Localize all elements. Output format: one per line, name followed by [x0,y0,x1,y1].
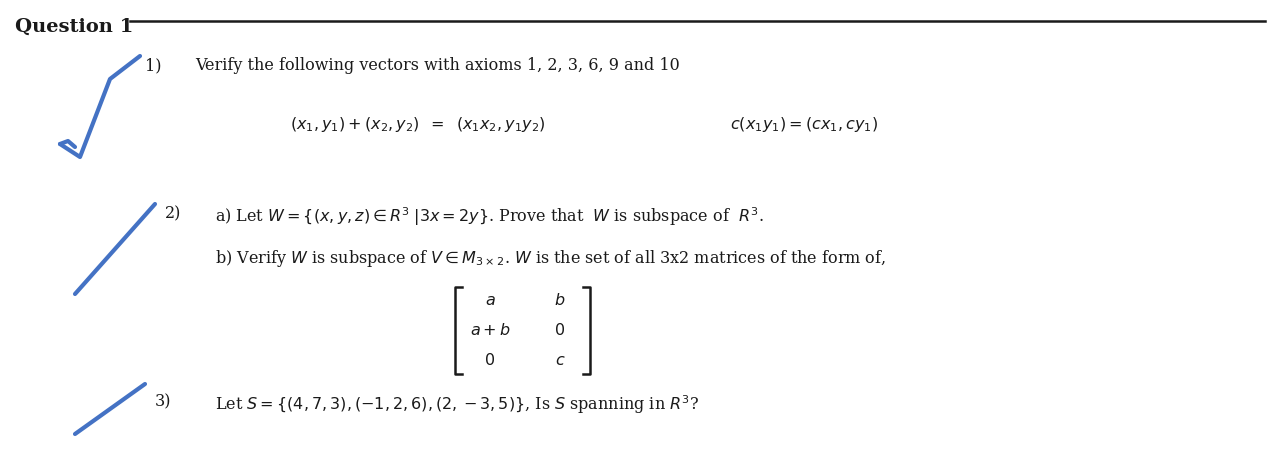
Text: $0$: $0$ [554,321,566,338]
Text: $0$: $0$ [485,351,495,368]
Text: $c(x_1 y_1) = (cx_1, cy_1)$: $c(x_1 y_1) = (cx_1, cy_1)$ [730,115,878,134]
Text: b) Verify $W$ is subspace of $V \in M_{3\times2}$. $W$ is the set of all 3x2 mat: b) Verify $W$ is subspace of $V \in M_{3… [215,247,886,269]
Text: $a + b$: $a + b$ [470,321,511,338]
Text: $(x_1, y_1) + (x_2, y_2)\;\;=\;\;(x_1 x_2, y_1 y_2)$: $(x_1, y_1) + (x_2, y_2)\;\;=\;\;(x_1 x_… [291,115,545,134]
Text: 1): 1) [145,57,161,74]
Text: Question 1: Question 1 [15,18,133,36]
Text: a) Let $W = \{(x, y, z) \in R^3 \;|3x = 2y\}$. Prove that  $W$ is subspace of  $: a) Let $W = \{(x, y, z) \in R^3 \;|3x = … [215,205,764,227]
Text: 2): 2) [165,205,182,222]
Text: 3): 3) [155,392,172,409]
Text: $a$: $a$ [485,291,495,308]
Text: Verify the following vectors with axioms 1, 2, 3, 6, 9 and 10: Verify the following vectors with axioms… [195,57,680,74]
Text: $c$: $c$ [554,351,566,368]
Text: $b$: $b$ [554,291,566,308]
Text: Let $S = \{(4,7,3), (-1,2,6), (2,-3,5)\}$, Is $S$ spanning in $R^{3}$?: Let $S = \{(4,7,3), (-1,2,6), (2,-3,5)\}… [215,392,699,415]
